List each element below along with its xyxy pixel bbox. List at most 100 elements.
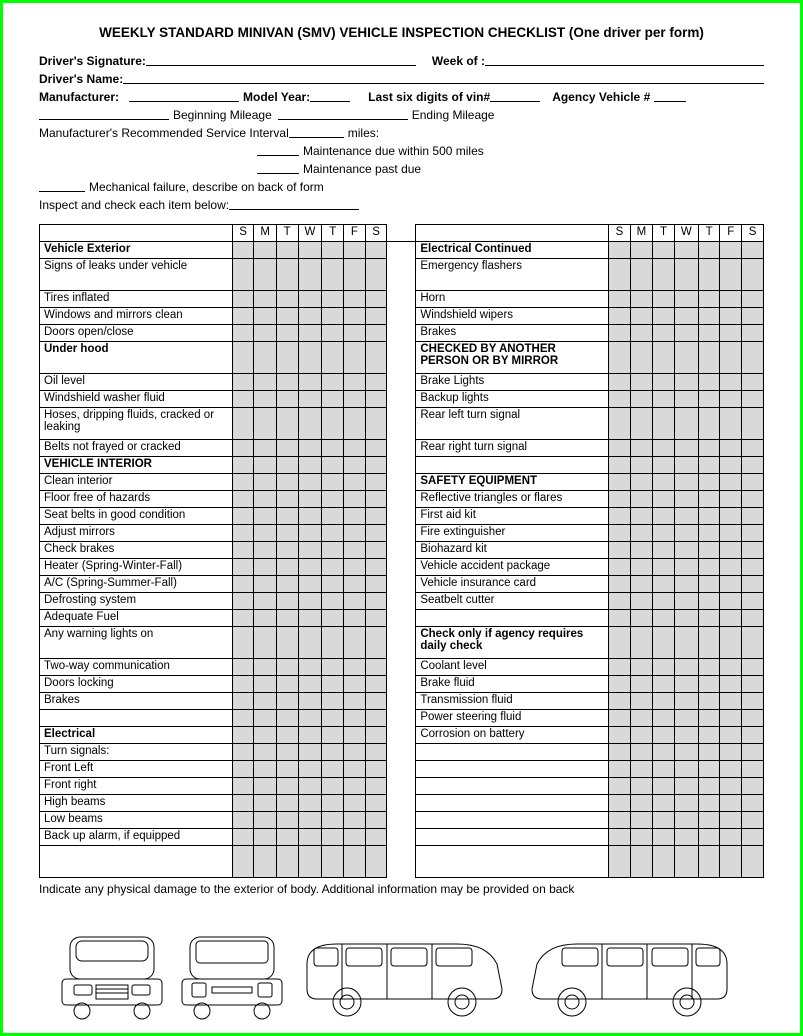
check-cell[interactable] bbox=[276, 325, 298, 342]
check-cell[interactable] bbox=[365, 391, 387, 408]
check-cell[interactable] bbox=[344, 291, 366, 308]
check-cell[interactable] bbox=[365, 491, 387, 508]
check-cell[interactable] bbox=[254, 829, 276, 846]
check-cell[interactable] bbox=[365, 440, 387, 457]
check-cell[interactable] bbox=[674, 508, 698, 525]
check-cell[interactable] bbox=[344, 744, 366, 761]
check-cell[interactable] bbox=[698, 710, 720, 727]
check-cell[interactable] bbox=[365, 829, 387, 846]
check-cell[interactable] bbox=[322, 761, 344, 778]
check-cell[interactable] bbox=[674, 291, 698, 308]
check-cell[interactable] bbox=[630, 710, 652, 727]
check-cell[interactable] bbox=[254, 457, 276, 474]
check-cell[interactable] bbox=[698, 325, 720, 342]
check-cell[interactable] bbox=[742, 391, 764, 408]
check-cell[interactable] bbox=[365, 559, 387, 576]
check-cell[interactable] bbox=[298, 676, 322, 693]
check-cell[interactable] bbox=[720, 408, 742, 440]
check-cell[interactable] bbox=[322, 291, 344, 308]
check-cell[interactable] bbox=[276, 693, 298, 710]
check-cell[interactable] bbox=[742, 593, 764, 610]
check-cell[interactable] bbox=[630, 627, 652, 659]
check-cell[interactable] bbox=[630, 325, 652, 342]
check-cell[interactable] bbox=[298, 457, 322, 474]
check-cell[interactable] bbox=[232, 508, 254, 525]
check-cell[interactable] bbox=[609, 812, 631, 829]
check-cell[interactable] bbox=[653, 457, 675, 474]
check-cell[interactable] bbox=[609, 761, 631, 778]
check-cell[interactable] bbox=[322, 242, 344, 259]
check-cell[interactable] bbox=[720, 593, 742, 610]
check-cell[interactable] bbox=[653, 727, 675, 744]
check-cell[interactable] bbox=[630, 795, 652, 812]
check-cell[interactable] bbox=[742, 761, 764, 778]
check-cell[interactable] bbox=[609, 778, 631, 795]
check-cell[interactable] bbox=[720, 676, 742, 693]
check-cell[interactable] bbox=[322, 457, 344, 474]
check-cell[interactable] bbox=[322, 744, 344, 761]
check-cell[interactable] bbox=[276, 391, 298, 408]
check-cell[interactable] bbox=[254, 676, 276, 693]
check-cell[interactable] bbox=[698, 374, 720, 391]
check-cell[interactable] bbox=[609, 693, 631, 710]
check-cell[interactable] bbox=[298, 474, 322, 491]
check-cell[interactable] bbox=[653, 440, 675, 457]
check-cell[interactable] bbox=[322, 795, 344, 812]
check-cell[interactable] bbox=[630, 440, 652, 457]
check-cell[interactable] bbox=[698, 542, 720, 559]
check-cell[interactable] bbox=[232, 325, 254, 342]
check-cell[interactable] bbox=[298, 593, 322, 610]
check-cell[interactable] bbox=[653, 761, 675, 778]
check-cell[interactable] bbox=[344, 542, 366, 559]
check-cell[interactable] bbox=[674, 676, 698, 693]
field-vin[interactable] bbox=[490, 88, 540, 102]
check-cell[interactable] bbox=[630, 525, 652, 542]
check-cell[interactable] bbox=[365, 457, 387, 474]
check-cell[interactable] bbox=[254, 576, 276, 593]
check-cell[interactable] bbox=[720, 812, 742, 829]
check-cell[interactable] bbox=[742, 308, 764, 325]
check-cell[interactable] bbox=[322, 474, 344, 491]
check-cell[interactable] bbox=[742, 508, 764, 525]
check-cell[interactable] bbox=[720, 710, 742, 727]
check-cell[interactable] bbox=[344, 342, 366, 374]
check-cell[interactable] bbox=[276, 491, 298, 508]
check-cell[interactable] bbox=[232, 259, 254, 291]
field-agency-vehicle[interactable] bbox=[654, 88, 686, 102]
check-cell[interactable] bbox=[254, 491, 276, 508]
field-manufacturer[interactable] bbox=[129, 88, 239, 102]
check-cell[interactable] bbox=[298, 308, 322, 325]
check-cell[interactable] bbox=[344, 408, 366, 440]
check-cell[interactable] bbox=[742, 829, 764, 846]
check-cell[interactable] bbox=[720, 259, 742, 291]
check-cell[interactable] bbox=[674, 761, 698, 778]
check-cell[interactable] bbox=[742, 242, 764, 259]
check-cell[interactable] bbox=[254, 542, 276, 559]
check-cell[interactable] bbox=[344, 259, 366, 291]
check-cell[interactable] bbox=[276, 710, 298, 727]
check-cell[interactable] bbox=[254, 559, 276, 576]
check-cell[interactable] bbox=[232, 440, 254, 457]
check-cell[interactable] bbox=[298, 325, 322, 342]
field-model-year[interactable] bbox=[310, 88, 350, 102]
check-cell[interactable] bbox=[298, 812, 322, 829]
check-cell[interactable] bbox=[254, 593, 276, 610]
check-cell[interactable] bbox=[698, 308, 720, 325]
check-cell[interactable] bbox=[322, 440, 344, 457]
check-cell[interactable] bbox=[232, 778, 254, 795]
check-cell[interactable] bbox=[630, 457, 652, 474]
check-cell[interactable] bbox=[365, 610, 387, 627]
check-cell[interactable] bbox=[365, 812, 387, 829]
check-cell[interactable] bbox=[630, 812, 652, 829]
check-cell[interactable] bbox=[298, 491, 322, 508]
check-cell[interactable] bbox=[365, 659, 387, 676]
check-cell[interactable] bbox=[653, 291, 675, 308]
check-cell[interactable] bbox=[674, 242, 698, 259]
check-cell[interactable] bbox=[298, 408, 322, 440]
check-cell[interactable] bbox=[344, 559, 366, 576]
check-cell[interactable] bbox=[298, 710, 322, 727]
check-cell[interactable] bbox=[698, 408, 720, 440]
check-cell[interactable] bbox=[365, 325, 387, 342]
check-cell[interactable] bbox=[254, 610, 276, 627]
check-cell[interactable] bbox=[276, 525, 298, 542]
